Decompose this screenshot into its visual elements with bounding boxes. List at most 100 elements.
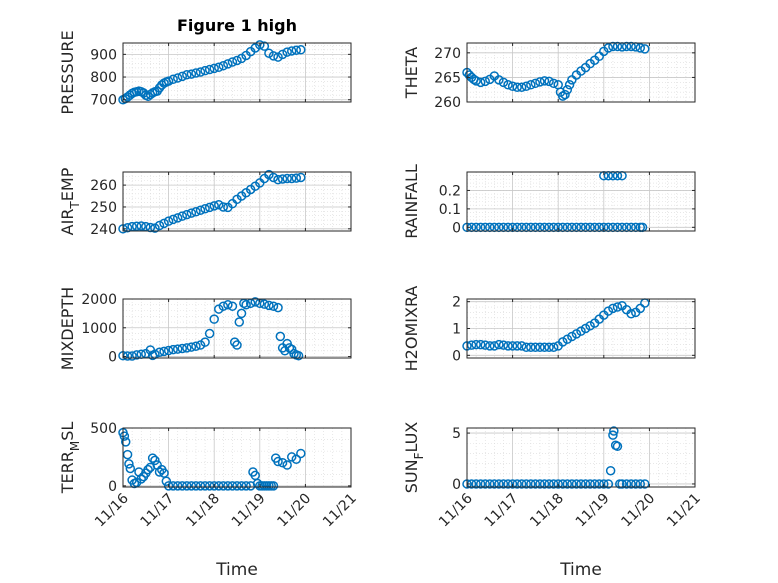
y-tick-label: 5 — [452, 426, 461, 442]
data-point — [275, 331, 286, 342]
x-axis-label: Time — [559, 560, 602, 580]
data-point — [223, 300, 233, 310]
y-axis-label: PRESSURE — [58, 30, 77, 114]
data-point — [507, 479, 518, 489]
data-point — [204, 328, 215, 339]
data-point — [227, 481, 238, 491]
data-point — [150, 223, 160, 233]
axes-box — [122, 427, 352, 488]
data-point — [535, 479, 545, 489]
data-point — [621, 479, 632, 489]
data-point — [471, 479, 481, 489]
data-point — [136, 221, 146, 231]
data-point — [626, 479, 636, 489]
data-point — [218, 301, 229, 311]
data-point — [161, 476, 172, 486]
data-point — [640, 479, 650, 489]
data-point — [209, 201, 219, 211]
data-point — [232, 55, 242, 66]
x-tick-label: 11/18 — [183, 491, 223, 531]
data-point — [471, 76, 481, 86]
data-point — [163, 216, 174, 226]
data-point — [516, 82, 527, 92]
x-tick-label: 11/17 — [482, 491, 522, 531]
data-point — [177, 343, 188, 354]
data-point — [494, 339, 504, 350]
data-point — [277, 174, 288, 184]
y-tick-label: 0 — [452, 220, 461, 236]
data-point — [163, 345, 174, 356]
data-point — [498, 77, 509, 88]
data-point — [277, 49, 288, 60]
data-point — [227, 57, 238, 67]
x-tick-label: 11/20 — [274, 491, 314, 531]
subplot-3: 240 250 260 AIRTEMP — [58, 167, 352, 238]
data-point — [163, 76, 174, 86]
data-point — [580, 479, 591, 489]
data-point — [480, 340, 490, 350]
data-point — [626, 309, 636, 319]
data-point — [191, 207, 201, 217]
data-point — [268, 51, 279, 61]
axes-box — [122, 171, 352, 232]
x-tick-label: 11/21 — [664, 491, 704, 531]
y-tick-label: 0 — [108, 479, 117, 495]
data-point — [255, 40, 265, 50]
data-point — [516, 341, 527, 351]
data-point — [191, 341, 201, 351]
data-point — [282, 460, 292, 470]
data-point — [539, 479, 550, 489]
y-tick-label: 0.2 — [439, 183, 461, 199]
data-point — [548, 479, 559, 489]
data-point — [195, 205, 206, 215]
data-point — [195, 481, 206, 491]
data-point — [621, 41, 632, 52]
data-point — [553, 479, 563, 489]
data-point — [480, 76, 490, 87]
data-point — [154, 220, 165, 231]
data-point — [635, 303, 646, 314]
y-tick-label: 260 — [434, 95, 461, 111]
data-point — [562, 479, 573, 489]
data-point — [209, 314, 219, 324]
data-point — [485, 341, 495, 351]
data-point — [608, 430, 618, 440]
axes-box — [122, 42, 352, 103]
data-point — [503, 80, 513, 90]
data-point — [539, 342, 550, 353]
data-point — [186, 69, 197, 79]
data-point — [286, 452, 297, 462]
data-point — [177, 481, 188, 491]
data-point — [273, 456, 283, 467]
data-point — [603, 43, 614, 53]
data-point — [131, 350, 142, 360]
axes-box — [122, 298, 352, 359]
y-tick-label: 1000 — [81, 321, 117, 337]
data-point — [503, 479, 513, 489]
y-tick-label: 800 — [90, 70, 117, 86]
data-point — [516, 479, 527, 489]
data-point — [521, 479, 532, 489]
data-point — [223, 481, 233, 491]
data-point — [122, 222, 133, 233]
data-point — [507, 81, 518, 92]
data-point — [609, 426, 619, 436]
data-point — [535, 77, 545, 87]
data-point — [612, 302, 623, 312]
data-point — [177, 71, 188, 82]
data-point — [512, 82, 522, 92]
x-tick-label: 11/21 — [320, 491, 360, 531]
data-point — [218, 202, 229, 212]
data-point — [296, 448, 306, 459]
data-point — [159, 346, 169, 357]
data-point — [232, 481, 242, 491]
data-point — [489, 479, 500, 489]
data-point — [209, 63, 219, 74]
data-point — [154, 347, 165, 357]
y-axis-label: SUNFLUX — [402, 422, 426, 494]
y-tick-label: 0 — [452, 348, 461, 364]
data-point — [268, 481, 279, 491]
subplot-2: 260 265 270 THETA — [402, 41, 696, 111]
